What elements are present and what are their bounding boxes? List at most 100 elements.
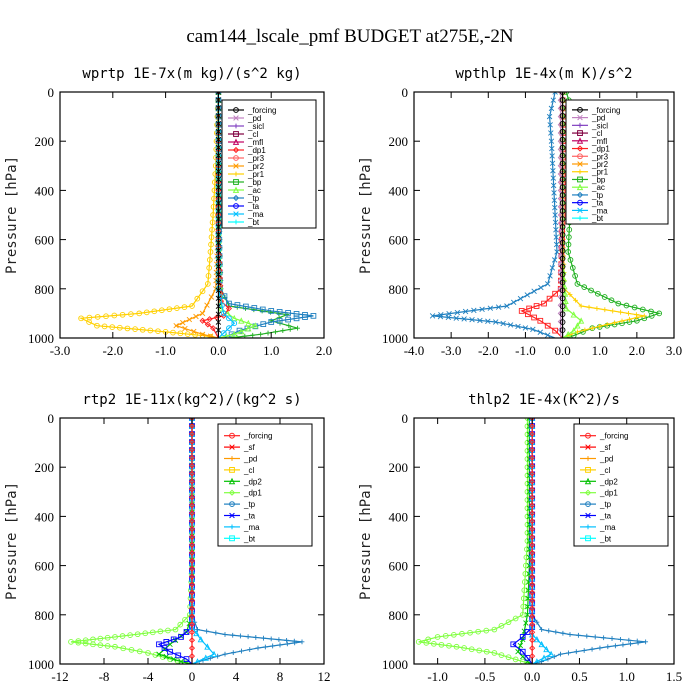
data-point [559,208,566,214]
data-point [273,329,278,335]
panel-title: rtp2 1E-11x(kg^2)/(kg^2 s) [82,392,301,408]
data-point [558,651,563,657]
data-point [124,325,131,332]
legend-marker [233,219,239,225]
legend-label: _ta [243,512,256,521]
data-point [188,645,196,652]
legend-marker [233,171,239,177]
data-point [151,308,158,315]
x-tick-label: -12 [51,669,68,684]
x-tick-label: 1.0 [619,669,635,684]
legend-label: _forcing [591,106,620,115]
data-point [215,311,222,317]
data-point [193,629,200,637]
data-point [231,330,238,338]
legend-label: _sf [243,443,255,452]
legend-label: _tp [591,191,604,200]
data-point [128,647,135,653]
data-point [531,314,537,321]
data-point [188,629,196,636]
data-point [188,533,196,541]
data-point [223,332,229,338]
data-point [633,312,639,318]
y-tick-label: 200 [35,460,55,475]
data-point [656,310,662,317]
x-tick-label: 0.5 [571,669,587,684]
data-point [262,644,268,650]
data-point [592,634,598,640]
data-point [595,290,601,297]
y-tick-label: 800 [35,282,55,297]
x-tick-label: -3.0 [441,343,462,358]
data-point [145,650,151,656]
data-point [188,430,196,437]
x-tick-label: 2.0 [316,343,332,358]
data-point [270,643,276,649]
legend-marker [577,122,583,128]
data-point [477,317,483,324]
data-point [101,323,108,330]
data-point [576,632,581,638]
data-point [612,320,617,326]
y-tick-label: 400 [35,509,55,524]
legend-marker [233,155,239,161]
data-point [529,629,536,636]
data-point [90,641,96,648]
data-point [548,105,555,112]
data-point [529,486,536,493]
data-point [207,249,214,255]
data-point [559,160,566,167]
data-point [215,192,222,198]
data-point [510,641,517,648]
data-point [526,305,532,312]
data-point [285,316,291,323]
data-point [567,257,574,263]
data-point [173,322,179,329]
data-point [276,309,283,315]
data-point [188,422,196,429]
legend: _forcing_pd_sicl_cl_mfl_dp1_pr3_pr2_pr1_… [565,99,669,225]
legend-label: _ta [591,199,604,208]
data-point [293,315,300,322]
data-point [104,643,111,649]
data-point [142,630,149,637]
data-point [215,144,222,151]
data-point [260,321,267,328]
data-point [265,330,271,336]
legend-label: _ma [591,206,608,215]
data-point [620,642,626,648]
y-tick-label: 0 [402,411,409,426]
chart-panel-2: wpthlp 1E-4x(m K)/s^2 Pressure [hPa] -4.0 -… [358,66,682,358]
data-point [206,316,213,323]
data-point [136,648,143,655]
legend-label: _cl [591,129,602,138]
series-markers [529,418,536,660]
data-point [287,326,293,332]
data-point [533,303,540,309]
data-point [467,629,473,636]
data-point [597,645,603,651]
data-point [202,654,209,661]
panel-title: wpthlp 1E-4x(m K)/s^2 [455,66,632,82]
data-point [559,263,566,270]
data-point [188,518,196,525]
legend-label: _dp2 [599,477,618,486]
data-point [132,326,138,332]
data-point [215,136,222,143]
data-point [128,311,134,317]
data-point [215,128,222,135]
data-point [217,294,224,300]
data-point [261,635,266,641]
data-point [517,295,524,302]
data-point [253,635,259,640]
legend-label: _bt [599,534,612,543]
data-point [252,322,259,329]
legend-marker [232,138,240,145]
legend-marker [577,207,583,214]
data-point [134,631,141,638]
data-point [519,648,526,655]
series-markers [78,92,222,338]
data-point [530,326,536,333]
legend-label: _bp [247,178,262,187]
data-point [215,327,222,333]
